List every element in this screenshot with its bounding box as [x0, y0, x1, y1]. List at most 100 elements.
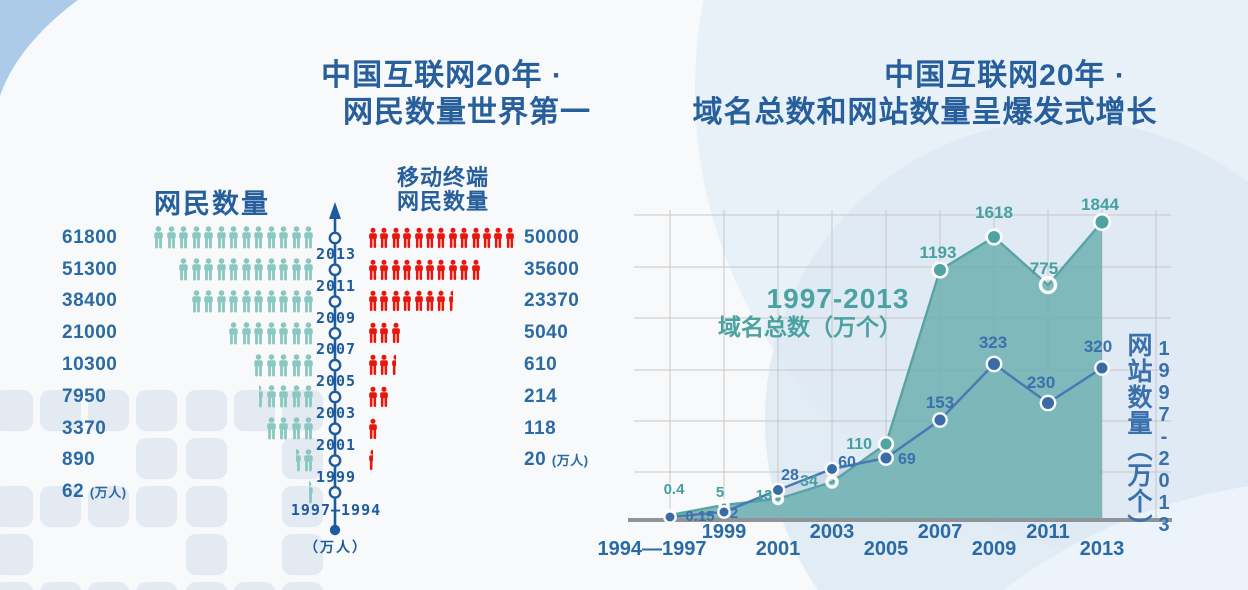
- x-axis-label: 1994—1997: [598, 538, 707, 560]
- half-person-icon: [296, 449, 302, 472]
- timeline-year: 2003: [315, 404, 357, 422]
- domain-value-label: 34: [800, 473, 818, 490]
- tile: [88, 390, 129, 431]
- x-axis-label: 2005: [864, 538, 909, 560]
- half-person-icon: [258, 385, 265, 408]
- netizen-person-icons: [138, 417, 314, 440]
- netizen-value: 890: [62, 449, 96, 471]
- netizen-person-icons: [138, 321, 314, 345]
- domain-point: [934, 264, 946, 276]
- mobile-value: 35600: [524, 258, 580, 280]
- tile: [186, 390, 227, 431]
- domain-point: [988, 231, 1000, 243]
- mobile-value: 50000: [524, 226, 580, 248]
- tile: [186, 438, 227, 479]
- x-axis-label: 1999: [702, 521, 747, 543]
- mobile-value: 118: [524, 417, 557, 439]
- timeline-year: 1997—1994: [290, 501, 382, 519]
- website-point: [934, 414, 946, 426]
- netizen-header: 网民数量: [154, 189, 270, 219]
- netizen-person-icons: [138, 353, 314, 377]
- tile: [136, 582, 177, 590]
- website-value-label: 323: [979, 333, 1007, 352]
- half-person-icon: [448, 290, 453, 312]
- timeline-year: 2001: [315, 436, 357, 454]
- inline-legend-period: 1997-2013: [767, 283, 910, 314]
- website-point: [988, 358, 1000, 370]
- mobile-value: 20 (万人): [524, 449, 589, 471]
- right-axis-period: 1997-2013: [1153, 338, 1175, 536]
- domain-value-label: 1618: [975, 203, 1013, 222]
- tile: [136, 390, 177, 431]
- netizen-person-icons: [138, 449, 314, 472]
- mobile-person-icons: [368, 227, 516, 249]
- x-axis-label: 2001: [756, 538, 801, 560]
- tile: [282, 438, 323, 479]
- website-point: [719, 507, 729, 517]
- domain-value-label: 1193: [920, 243, 957, 262]
- domain-website-chart: 0.4 5 13 34 110 1193 1618 775 1844 0.15 2 28 60 69 153…: [598, 195, 1172, 560]
- domain-value-label: 0.4: [664, 481, 686, 498]
- tile: [186, 582, 227, 590]
- timeline-end-dot: [329, 524, 341, 536]
- website-point: [1096, 362, 1108, 374]
- timeline-year: 2013: [315, 245, 357, 263]
- netizen-value: 3370: [62, 417, 107, 439]
- pictograph-row: 38400 23370: [62, 286, 622, 318]
- pictograph-row: 62 (万人): [62, 476, 622, 508]
- tile: [136, 438, 177, 479]
- tile: [0, 534, 33, 575]
- x-axis-label: 2013: [1080, 538, 1125, 560]
- tile: [88, 582, 129, 590]
- mobile-person-icons: [368, 259, 516, 281]
- half-person-icon: [391, 354, 396, 376]
- timeline-markers: [328, 231, 342, 499]
- tile: [88, 486, 129, 527]
- netizen-value: 21000: [62, 322, 118, 344]
- corner-wedge: [0, 0, 78, 96]
- mobile-value: 5040: [524, 322, 569, 344]
- right-axis-label: 网站数量（万个）: [1124, 332, 1152, 540]
- tile: [234, 582, 275, 590]
- website-value-label: 60: [838, 454, 856, 471]
- tile: [282, 486, 323, 527]
- mobile-person-icons: [368, 290, 516, 312]
- tile: [234, 390, 275, 431]
- domain-value-label: 13: [756, 487, 773, 504]
- tile: [0, 390, 33, 431]
- domain-point: [1095, 215, 1109, 229]
- netizen-value: 62 (万人): [62, 481, 127, 503]
- domain-value-label: 110: [846, 436, 872, 453]
- netizen-person-icons: [138, 290, 314, 313]
- tile: [186, 534, 227, 575]
- timeline-year: 1999: [315, 467, 357, 486]
- tile: [40, 582, 81, 590]
- timeline-year: 2009: [315, 308, 357, 327]
- tile: [0, 486, 33, 527]
- timeline-node: [328, 231, 342, 245]
- timeline-unit-label: （万人）: [304, 539, 368, 555]
- website-value-label: 0.15: [685, 508, 714, 525]
- website-value-label: 230: [1027, 373, 1055, 392]
- mobile-person-icons: [368, 449, 516, 471]
- tile: [282, 582, 323, 590]
- pictograph-row: 51300 35600: [62, 254, 622, 286]
- netizen-value: 51300: [62, 258, 118, 280]
- timeline-year: 2007: [315, 340, 357, 358]
- mobile-person-icons: [368, 354, 516, 376]
- tile: [136, 486, 177, 527]
- x-axis-label: 2011: [1026, 521, 1069, 543]
- x-axis-label: 2003: [810, 521, 855, 543]
- pictograph-row: 21000 5040: [62, 317, 622, 349]
- timeline-year: 2005: [315, 372, 357, 390]
- mobile-header-line2: 网民数量: [396, 189, 490, 214]
- website-value-label: 69: [898, 451, 916, 468]
- mobile-value: 214: [524, 385, 558, 407]
- timeline-node: [328, 454, 342, 468]
- netizen-value: 10300: [62, 354, 118, 376]
- netizen-value: 7950: [62, 385, 107, 407]
- mobile-value: 610: [524, 354, 558, 376]
- website-value-label: 28: [781, 467, 799, 484]
- timeline-node: [328, 422, 342, 436]
